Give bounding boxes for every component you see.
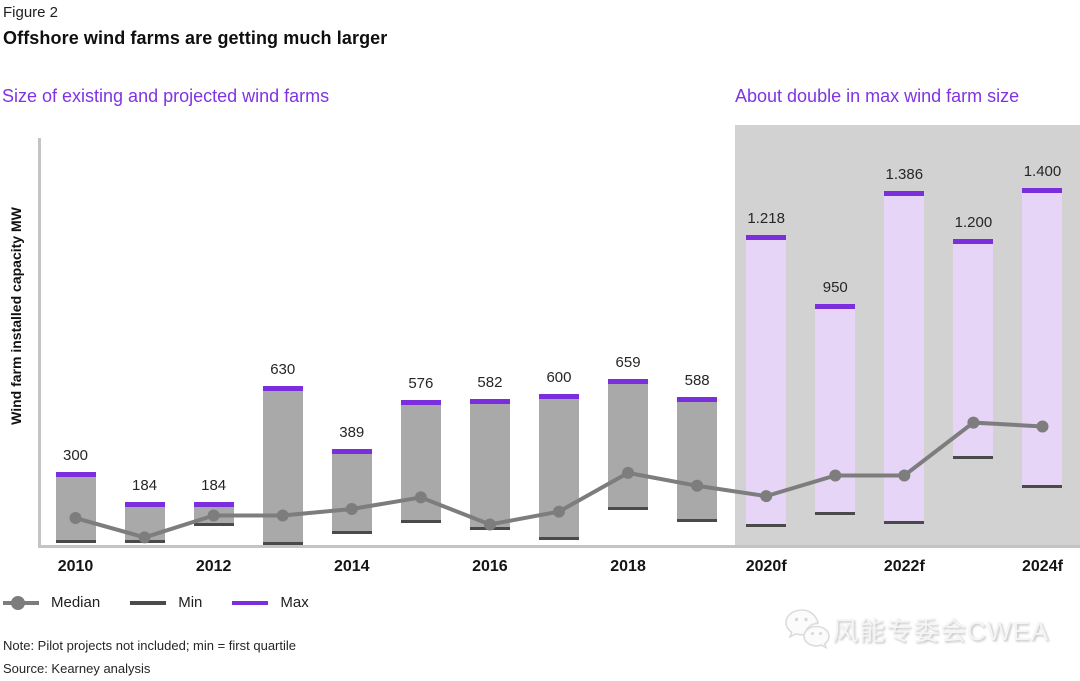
x-tick-2024f: 2024f (1022, 558, 1063, 575)
max-value-label-2016: 582 (477, 373, 503, 391)
min-line (1022, 485, 1063, 489)
bar-2021f (815, 303, 856, 516)
min-legend-swatch (130, 596, 167, 610)
min-line (193, 522, 234, 526)
bar-2010 (55, 471, 96, 543)
chart-subtitle-right: About double in max wind farm size (735, 86, 1020, 106)
bar-2013 (262, 386, 303, 546)
min-line (400, 520, 441, 524)
max-value-label-2023f: 1.200 (954, 214, 993, 232)
x-tick-2012: 2012 (195, 558, 232, 575)
watermark: 风能专委会CWEA (780, 606, 1049, 652)
bar-2018 (608, 378, 649, 511)
max-value-label-2012: 184 (201, 476, 227, 494)
watermark-text: 风能专委会CWEA (832, 615, 1050, 646)
note-text: Note: Pilot projects not included; min =… (3, 638, 297, 653)
x-tick-2020f: 2020f (745, 558, 787, 575)
max-cap (469, 398, 510, 404)
bar-2014 (331, 448, 372, 534)
bar-2019 (677, 397, 718, 522)
max-value-label-2010: 300 (62, 446, 89, 464)
min-line (815, 512, 856, 516)
y-axis-line (38, 138, 41, 547)
y-axis-label: Wind farm installed capacity MW (8, 207, 24, 425)
x-tick-2022f: 2022f (883, 558, 925, 575)
bar-2011 (124, 501, 165, 543)
source-text: Source: Kearney analysis (3, 661, 151, 676)
max-cap (884, 191, 925, 197)
min-line (262, 542, 303, 546)
bar-2017 (538, 394, 579, 540)
bar-2012 (193, 501, 234, 526)
bar-2016 (469, 398, 510, 530)
min-line (884, 521, 925, 525)
min-line (124, 539, 165, 543)
x-tick-2016: 2016 (472, 558, 508, 575)
max-cap (953, 239, 994, 245)
max-cap (677, 397, 718, 403)
max-value-label-2015: 576 (408, 375, 434, 393)
x-tick-2010: 2010 (57, 558, 94, 575)
max-cap (815, 303, 856, 309)
bar-2022f (884, 191, 925, 525)
figure-title: Offshore wind farms are getting much lar… (3, 28, 388, 48)
median-dot-icon (11, 595, 25, 610)
min-line (538, 536, 579, 540)
bar-2015 (400, 400, 441, 524)
max-value-label-2014: 389 (339, 423, 365, 441)
min-line (55, 539, 96, 543)
max-value-label-2017: 600 (546, 369, 572, 387)
x-tick-2018: 2018 (610, 558, 646, 575)
wechat-icon (785, 609, 830, 650)
max-legend-label: Max (280, 594, 309, 611)
max-value-label-2011: 184 (132, 476, 158, 494)
max-cap (55, 471, 96, 477)
max-value-label-2019: 588 (684, 372, 710, 390)
max-cap (193, 501, 234, 507)
chart-legend: Median Min Max (3, 594, 339, 611)
max-value-label-2013: 630 (270, 361, 296, 379)
min-line (469, 526, 510, 530)
x-tick-2014: 2014 (333, 558, 370, 575)
median-legend-label: Median (51, 594, 101, 611)
min-legend-label: Min (178, 594, 203, 611)
min-line (953, 455, 994, 459)
max-cap (608, 378, 649, 384)
min-line (746, 524, 787, 528)
max-legend-swatch (232, 596, 269, 610)
bar-2023f (953, 239, 994, 459)
max-cap (1022, 187, 1063, 193)
max-value-label-2024f: 1.400 (1023, 162, 1062, 180)
x-axis-line (38, 545, 1080, 548)
bar-2020f (746, 234, 787, 528)
max-cap (331, 448, 372, 454)
bar-2024f (1022, 187, 1063, 489)
max-cap (262, 386, 303, 392)
min-line (331, 530, 372, 534)
figure-label: Figure 2 (3, 4, 59, 21)
min-line (677, 518, 718, 522)
min-line-icon (130, 600, 167, 605)
min-line (608, 507, 649, 511)
median-legend-swatch (3, 595, 39, 610)
max-line-icon (232, 600, 269, 605)
max-cap (746, 234, 787, 240)
max-value-label-2018: 659 (615, 353, 641, 371)
max-value-label-2022f: 1.386 (885, 166, 924, 184)
max-value-label-2020f: 1.218 (747, 209, 785, 227)
max-cap (538, 394, 579, 400)
max-cap (124, 501, 165, 507)
max-value-label-2021f: 950 (822, 278, 848, 296)
chart-subtitle-left: Size of existing and projected wind farm… (2, 86, 330, 106)
max-cap (400, 400, 441, 406)
